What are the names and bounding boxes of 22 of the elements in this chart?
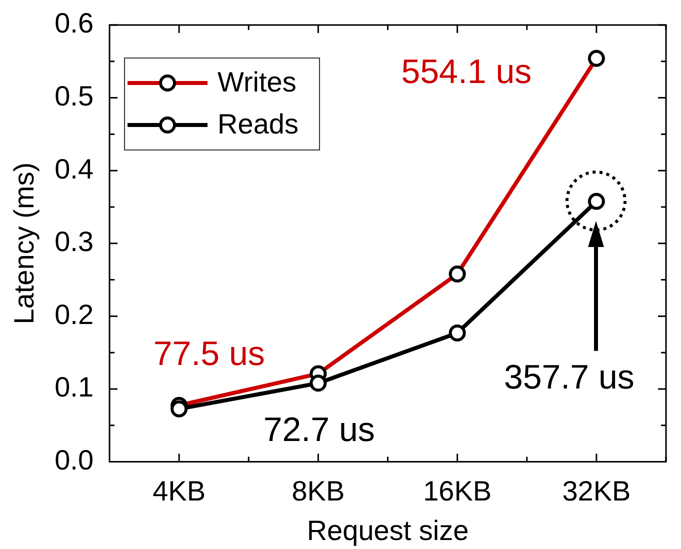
point bbox=[170, 400, 188, 418]
y-tick-label: 0.4 bbox=[54, 153, 94, 184]
point bbox=[448, 324, 466, 342]
y-tick-label: 0.1 bbox=[54, 372, 94, 403]
y-tick-label: 0.5 bbox=[54, 80, 94, 112]
legend-label: Writes bbox=[218, 66, 296, 98]
annotation: 554.1 us bbox=[401, 52, 532, 91]
annotation: 72.7 us bbox=[263, 411, 375, 450]
annotation: 77.5 us bbox=[153, 334, 265, 373]
x-tick-label: 8KB bbox=[292, 475, 345, 506]
x-tick-label: 32KB bbox=[562, 475, 631, 506]
annotation: 357.7 us bbox=[504, 358, 634, 397]
point bbox=[310, 374, 327, 392]
y-tick-label: 0.2 bbox=[54, 298, 94, 330]
y-tick-label: 0.0 bbox=[54, 444, 94, 476]
x-tick-label: 16KB bbox=[423, 475, 492, 506]
y-tick-label: 0.6 bbox=[54, 8, 94, 39]
y-axis-title: Latency (ms) bbox=[8, 162, 40, 324]
x-tick-label: 4KB bbox=[152, 475, 206, 506]
x-axis-title: Request size bbox=[306, 514, 469, 546]
legend-label: Reads bbox=[218, 108, 298, 140]
y-tick-label: 0.3 bbox=[54, 226, 94, 258]
